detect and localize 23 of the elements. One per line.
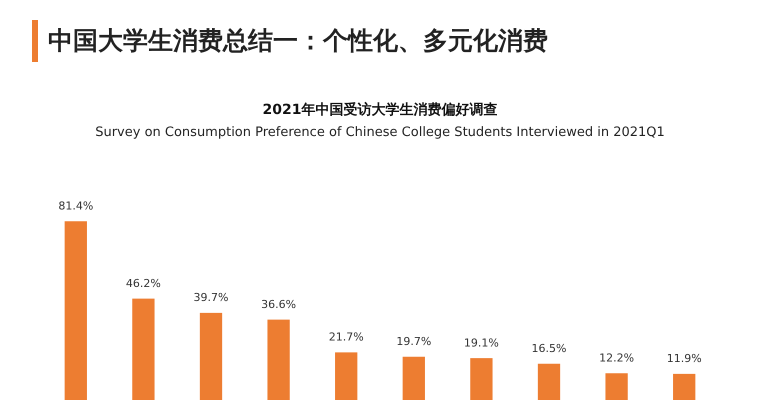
data-label: 81.4%	[58, 200, 94, 213]
data-label: 39.7%	[194, 291, 228, 304]
bar	[267, 320, 290, 400]
bar	[402, 356, 425, 400]
data-label: 46.2%	[126, 276, 161, 290]
data-label: 19.1%	[464, 336, 499, 350]
data-label: 16.5%	[532, 342, 566, 356]
bar	[538, 364, 560, 400]
data-label: 36.6%	[261, 298, 296, 311]
bar	[470, 358, 493, 400]
data-label: 12.2%	[599, 352, 634, 365]
bar	[335, 352, 358, 400]
chart-title: 2021年中国受访大学生消费偏好调查	[262, 101, 498, 118]
bar	[200, 312, 222, 400]
chart-subtitle: Survey on Consumption Preference of Chinese College Students Interviewed in 2021Q1	[95, 124, 665, 140]
bar	[673, 374, 696, 400]
bar	[132, 298, 155, 400]
data-label: 19.7%	[396, 335, 432, 348]
data-label: 11.9%	[666, 352, 702, 366]
bar	[605, 373, 628, 400]
bar	[64, 221, 87, 400]
data-label: 21.7%	[328, 330, 364, 344]
text: 中国大学生消费总结一：个性化、多元化消费	[48, 25, 548, 57]
